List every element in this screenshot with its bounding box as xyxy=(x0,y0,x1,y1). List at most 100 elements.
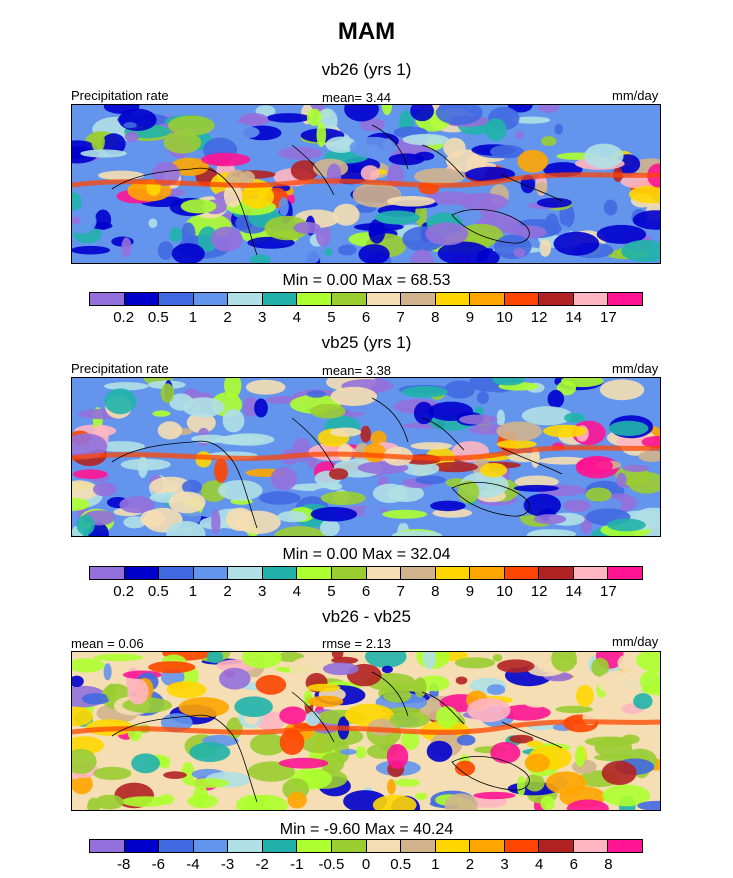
field-cell xyxy=(359,118,386,132)
panel-3-min-max: Min = -9.60 Max = 40.24 xyxy=(279,821,454,838)
panel-3-rmse-label: rmse = 2.13 xyxy=(322,636,392,651)
field-cell xyxy=(118,108,157,131)
field-cell xyxy=(290,160,319,181)
field-cell xyxy=(187,778,230,788)
coastline xyxy=(111,124,563,256)
field-cell xyxy=(402,133,449,146)
field-cell xyxy=(206,652,224,664)
field-cell xyxy=(123,516,146,529)
field-cell xyxy=(140,510,166,528)
colorbar-tick-label: -4 xyxy=(186,856,200,873)
field-cell xyxy=(360,425,372,443)
colorbar-tick-label: 0.5 xyxy=(147,583,169,600)
field-cell xyxy=(72,208,97,234)
field-cell xyxy=(92,482,117,497)
field-cell xyxy=(170,157,209,176)
field-cell xyxy=(401,730,420,750)
colorbar-swatch xyxy=(539,840,574,852)
field-cell xyxy=(72,706,94,727)
field-cell xyxy=(124,142,161,157)
colorbar-tick-label: 3 xyxy=(257,583,267,600)
field-cell xyxy=(247,761,295,782)
field-cell xyxy=(131,753,160,774)
field-cell xyxy=(72,658,105,673)
colorbar-tick-label: 0.5 xyxy=(390,856,412,873)
colorbar-tick-label: 3 xyxy=(500,856,509,873)
colorbar-swatch xyxy=(193,567,229,579)
field-cell xyxy=(640,670,660,692)
field-cell xyxy=(287,791,307,809)
field-cell xyxy=(368,218,386,244)
field-cell xyxy=(456,734,476,746)
field-cell xyxy=(72,675,84,687)
colorbar-swatch xyxy=(262,840,298,852)
field-cell xyxy=(496,421,542,442)
field-cell xyxy=(539,456,590,465)
field-cell xyxy=(358,244,390,263)
field-cell xyxy=(633,693,653,710)
panel-3-colorbar-labels: -8 -6 -4 -3 -2 -1 -0.5 0 0.5 1 2 3 4 6 8 xyxy=(89,856,643,874)
colorbar-tick-label: 6 xyxy=(361,309,371,326)
colorbar-swatch xyxy=(193,840,229,852)
panel-3-colorbar xyxy=(89,839,643,853)
field-cell xyxy=(316,122,327,147)
field-cell xyxy=(94,794,124,810)
field-cell xyxy=(576,684,594,707)
colorbar-swatch xyxy=(504,293,540,305)
field-cell xyxy=(410,105,434,122)
colorbar-tick-label: 7 xyxy=(396,309,405,326)
field-cell xyxy=(241,652,282,669)
field-cell xyxy=(121,237,132,258)
field-cell xyxy=(538,105,560,113)
colorbar-swatch xyxy=(193,293,229,305)
field-cell xyxy=(363,505,383,519)
field-cell xyxy=(166,521,206,536)
field-cell xyxy=(322,662,359,676)
colorbar-tick-label: 12 xyxy=(530,583,548,600)
colorbar-tick-label: 2 xyxy=(465,856,475,873)
field-cell xyxy=(249,733,287,756)
panel-2-colorbar xyxy=(89,566,643,580)
field-cell xyxy=(96,441,145,452)
field-cell xyxy=(370,430,387,446)
field-cell xyxy=(383,688,412,703)
field-cell xyxy=(599,379,645,401)
colorbar-tick-label: 6 xyxy=(569,856,578,873)
field-cell xyxy=(72,216,81,225)
colorbar-tick-label: 1 xyxy=(188,309,198,326)
colorbar-tick-label: 4 xyxy=(292,309,301,326)
field-cell xyxy=(124,131,139,143)
field-cell xyxy=(255,674,287,695)
colorbar-swatch xyxy=(228,293,263,305)
colorbar-tick-label: 8 xyxy=(431,309,440,326)
field-cell xyxy=(278,197,289,216)
field-cell xyxy=(637,800,660,810)
field-cell xyxy=(278,146,323,160)
colorbar-swatch xyxy=(159,840,194,852)
field-cell xyxy=(597,670,645,697)
panel-1-map xyxy=(71,104,661,264)
field-cell xyxy=(106,683,117,701)
colorbar-tick-label: -8 xyxy=(116,856,131,873)
field-cell xyxy=(365,652,407,668)
field-cell xyxy=(388,153,425,166)
colorbar-swatch xyxy=(124,840,160,852)
field-cell xyxy=(302,775,316,782)
field-cell xyxy=(374,210,420,225)
field-cell xyxy=(169,227,183,242)
colorbar-swatch xyxy=(90,840,125,852)
field-cell xyxy=(236,794,273,810)
field-cell xyxy=(360,165,380,181)
panel-3-mean-label: mean = 0.06 xyxy=(71,636,144,651)
field-cell xyxy=(81,693,110,705)
field-cell xyxy=(149,476,192,496)
colorbar-tick-label: 14 xyxy=(565,309,583,326)
field-cell xyxy=(563,499,591,512)
field-cell xyxy=(254,398,268,418)
colorbar-swatch xyxy=(573,840,609,852)
field-cell xyxy=(413,401,434,425)
field-cell xyxy=(126,232,150,251)
itcz-band xyxy=(72,719,660,735)
field-cell xyxy=(163,131,202,154)
panel-2-title: vb25 (yrs 1) xyxy=(321,333,412,352)
